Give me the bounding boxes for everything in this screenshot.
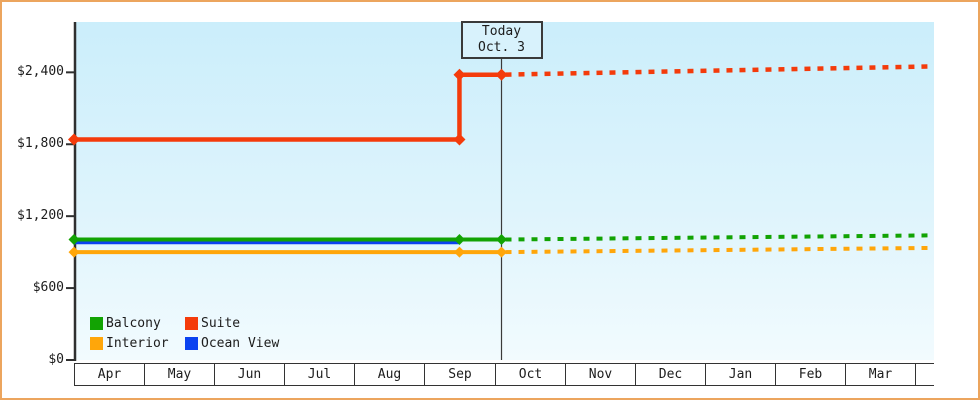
- month-cell: Jun: [214, 363, 285, 386]
- month-label: Dec: [658, 367, 683, 382]
- series-marker-interior: [453, 246, 465, 258]
- y-axis-tick-label: $0: [48, 352, 64, 367]
- today-label: Today: [481, 24, 522, 39]
- month-cell: Sep: [424, 363, 496, 386]
- series-marker-suite: [495, 68, 508, 81]
- month-label: Mar: [868, 367, 893, 382]
- month-cell: May: [144, 363, 215, 386]
- month-label: Jul: [307, 367, 332, 382]
- series-marker-balcony: [68, 234, 80, 246]
- month-label: Aug: [377, 367, 402, 382]
- month-label: May: [167, 367, 192, 382]
- month-label: Jan: [728, 367, 753, 382]
- month-cell: Apr: [74, 363, 145, 386]
- month-cell: Dec: [635, 363, 706, 386]
- y-axis-tick-label: $1,200: [17, 208, 64, 224]
- legend-swatch: [185, 316, 198, 330]
- series-marker-suite: [453, 68, 466, 81]
- legend-item-balcony: Balcony: [90, 316, 185, 331]
- legend-item-interior: Interior: [90, 336, 185, 351]
- today-marker-box: Today Oct. 3: [460, 21, 543, 59]
- series-marker-suite: [68, 133, 80, 146]
- y-axis-tick-label: $2,400: [17, 64, 64, 80]
- month-cell: Nov: [565, 363, 636, 386]
- series-forecast-line-interior: [501, 245, 934, 255]
- month-cell-stub: [915, 363, 934, 386]
- series-marker-suite: [453, 133, 466, 146]
- legend-label: Balcony: [106, 315, 161, 331]
- month-cell: Feb: [775, 363, 846, 386]
- legend-swatch: [185, 336, 198, 350]
- month-cell: Oct: [495, 363, 566, 386]
- series-forecast-line-balcony: [501, 233, 934, 242]
- chart-legend: Balcony Suite Interior Ocean View: [90, 313, 279, 353]
- legend-item-suite: Suite: [185, 316, 240, 331]
- legend-label: Suite: [201, 315, 241, 331]
- month-cell: Jul: [284, 363, 355, 386]
- month-label: Sep: [448, 367, 472, 382]
- month-cell: Aug: [354, 363, 425, 386]
- series-marker-balcony: [496, 234, 508, 246]
- today-date: Oct. 3: [478, 40, 525, 55]
- legend-item-ocean-view: Ocean View: [185, 336, 279, 351]
- legend-swatch: [90, 316, 103, 330]
- month-label: Feb: [798, 367, 823, 382]
- legend-label: Ocean View: [201, 335, 280, 351]
- month-label: Nov: [588, 367, 613, 382]
- series-marker-balcony: [453, 234, 465, 246]
- legend-row: Balcony Suite: [90, 313, 279, 333]
- month-label: Apr: [97, 367, 122, 382]
- legend-label: Interior: [106, 335, 169, 351]
- month-cell: Jan: [705, 363, 776, 386]
- y-axis-tick-label: $1,800: [17, 136, 64, 152]
- plot-background: [76, 22, 934, 360]
- month-label: Oct: [518, 367, 543, 382]
- month-label: Jun: [237, 367, 262, 382]
- series-marker-interior: [496, 246, 508, 258]
- y-axis-tick-label: $600: [32, 280, 64, 296]
- series-forecast-line-suite: [501, 64, 934, 77]
- series-line-suite: [74, 72, 502, 142]
- legend-swatch: [90, 336, 103, 350]
- legend-row: Interior Ocean View: [90, 333, 279, 353]
- month-cell: Mar: [845, 363, 916, 386]
- series-marker-interior: [68, 246, 80, 258]
